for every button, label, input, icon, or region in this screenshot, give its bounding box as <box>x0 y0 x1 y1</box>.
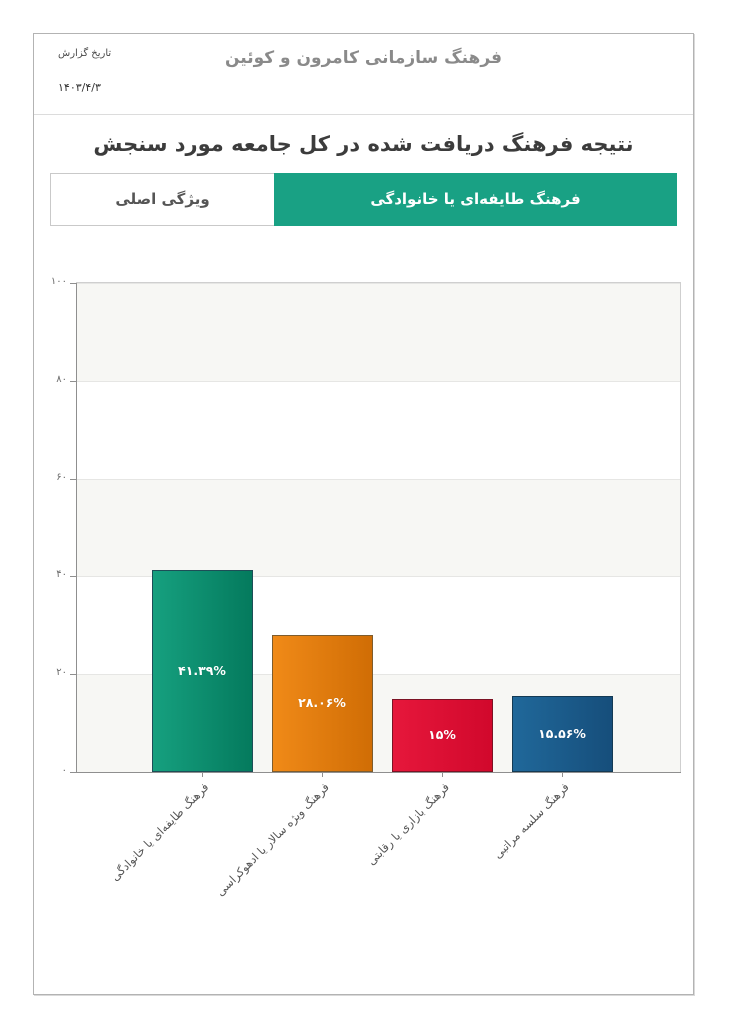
report-date-block: تاریخ گزارش ۱۴۰۳/۴/۳ <box>58 48 111 94</box>
report-header: فرهنگ سازمانی کامرون و کوئین تاریخ گزارش… <box>34 34 693 114</box>
y-axis-tick-label: ۴۰ <box>56 569 67 581</box>
report-date-label: تاریخ گزارش <box>58 48 112 59</box>
feature-row: فرهنگ طایفه‌ای یا خانوادگی ویژگی اصلی <box>50 173 677 226</box>
bar-value-label: ۱۵.۵۶% <box>538 725 586 741</box>
x-axis-line <box>76 772 681 773</box>
gridline <box>77 283 680 284</box>
bar-value-label: ۴۱.۳۹% <box>178 662 226 678</box>
y-axis-tick-label: ۸۰ <box>56 373 67 385</box>
gridline <box>77 674 680 676</box>
plot-area: ۰ ۲۰ ۴۰ ۶۰ ۸۰ ۱۰۰ ۴۱.۳۹% فرهنگ طایفه‌ای یا خانو… <box>51 276 681 899</box>
gridline <box>77 478 680 480</box>
x-axis-tick <box>322 772 323 777</box>
gridline <box>77 576 680 578</box>
y-axis-tick <box>70 576 76 578</box>
plot-band <box>77 478 680 577</box>
y-axis-tick <box>70 674 76 676</box>
feature-label-cell: ویژگی اصلی <box>50 173 274 226</box>
header-divider <box>34 114 693 115</box>
bar[interactable]: ۱۵% <box>391 698 493 772</box>
section-title: نتیجه فرهنگ دریافت شده در کل جامعه مورد … <box>93 132 634 156</box>
x-axis-category-label: فرهنگ ویژه سالار یا ادهوکراسی <box>213 780 332 899</box>
y-axis-line <box>76 283 77 772</box>
bar[interactable]: ۱۵.۵۶% <box>511 695 613 772</box>
x-axis-tick <box>562 772 563 777</box>
bar[interactable]: ۲۸.۰۶% <box>271 634 373 772</box>
x-axis-tick <box>202 772 203 777</box>
y-axis-tick <box>70 478 76 480</box>
gridline <box>77 380 680 382</box>
y-axis-tick <box>70 283 76 284</box>
report-date-value: ۱۴۰۳/۴/۳ <box>58 81 101 94</box>
y-axis-tick <box>70 772 76 773</box>
bar-value-label: ۱۵% <box>428 727 456 743</box>
bar-value-label: ۲۸.۰۶% <box>298 695 346 711</box>
y-axis-tick-label: ۰ <box>61 765 67 776</box>
feature-value-cell: فرهنگ طایفه‌ای یا خانوادگی <box>274 173 677 226</box>
bar[interactable]: ۴۱.۳۹% <box>151 569 253 772</box>
y-axis-tick <box>70 380 76 382</box>
y-axis-tick-label: ۱۰۰ <box>50 276 67 287</box>
x-axis-category-label: فرهنگ سلسه مراتبی <box>490 780 572 862</box>
report-title: فرهنگ سازمانی کامرون و کوئین <box>224 48 503 68</box>
x-axis-category-label: فرهنگ بازاری یا رقابتی <box>364 780 452 868</box>
x-axis-category-label: فرهنگ طایفه‌ای یا خانوادگی <box>108 780 212 884</box>
x-axis-tick <box>442 772 443 777</box>
report-frame: فرهنگ سازمانی کامرون و کوئین تاریخ گزارش… <box>33 33 694 995</box>
plot-band <box>77 283 680 381</box>
y-axis-tick-label: ۲۰ <box>56 667 67 679</box>
y-axis-tick-label: ۶۰ <box>56 471 67 483</box>
